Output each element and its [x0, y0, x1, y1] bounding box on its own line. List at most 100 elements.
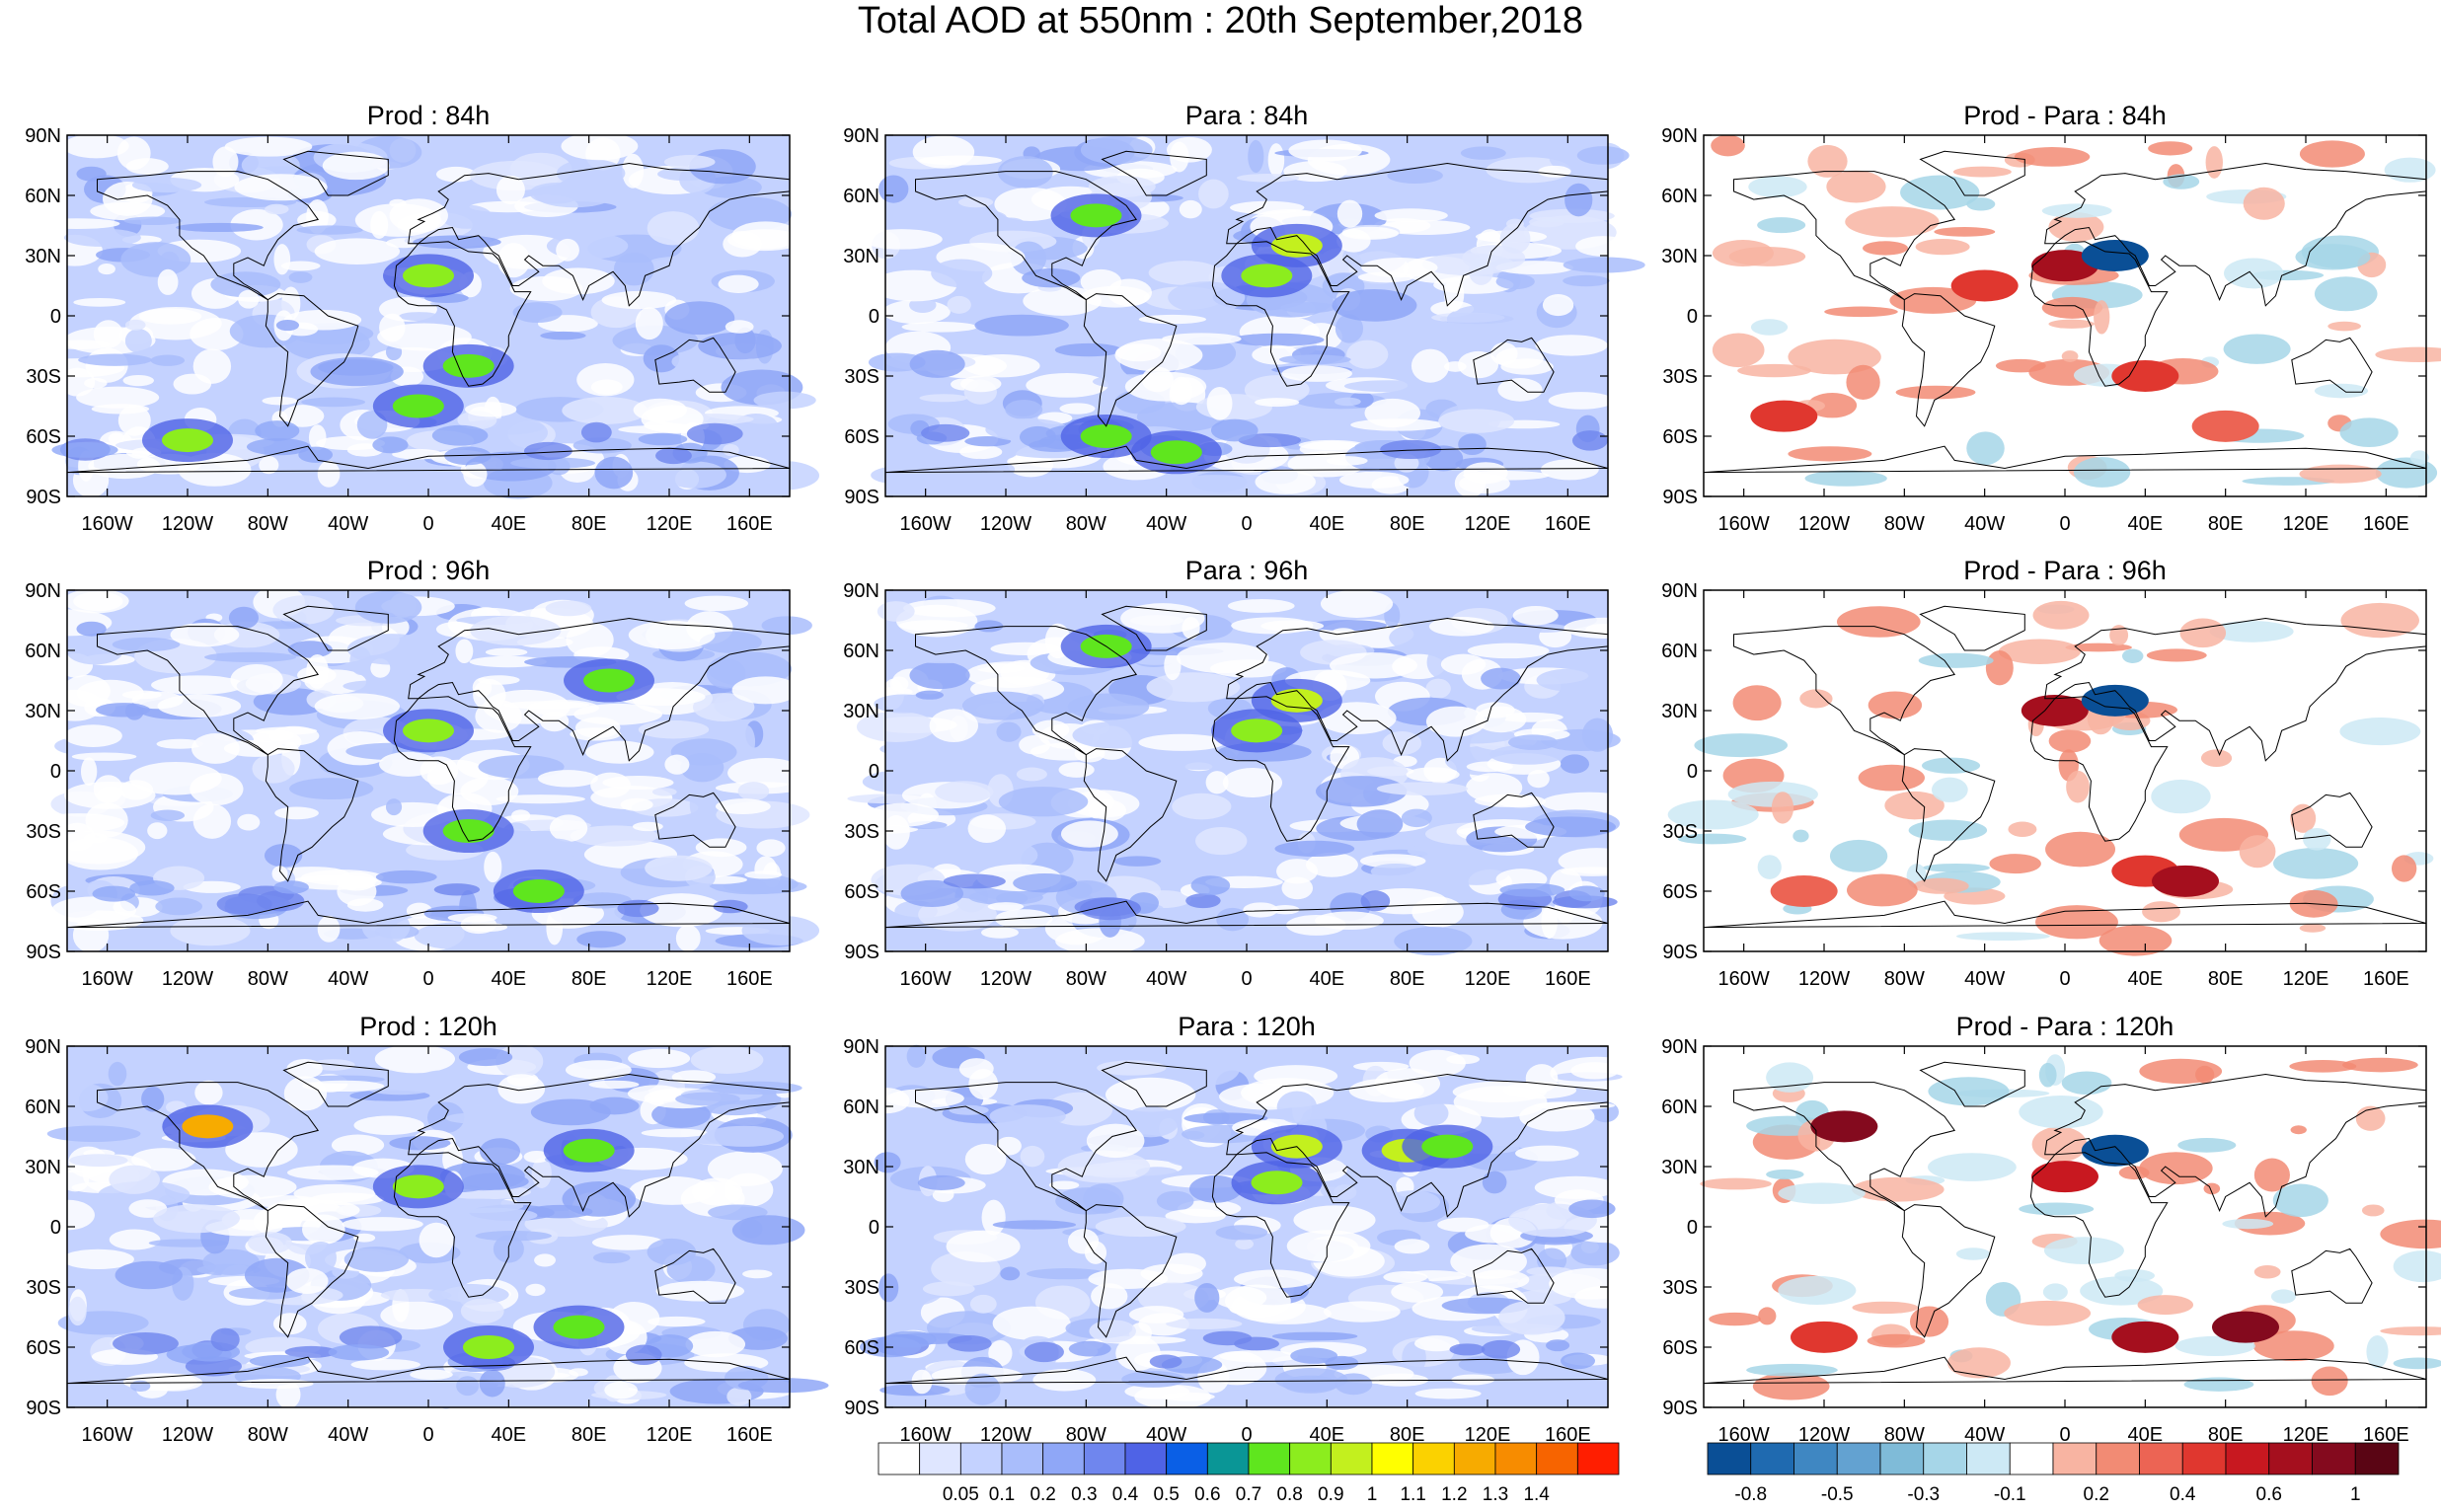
coastline	[408, 617, 791, 762]
field-cell	[1088, 176, 1156, 198]
colorbar-swatch	[1707, 1442, 1752, 1475]
y-tick-label: 90S	[844, 942, 879, 963]
colorbar-swatch	[2052, 1442, 2098, 1475]
field-cell	[287, 1165, 379, 1180]
x-tick-label: 80W	[1884, 513, 1925, 535]
coastline	[1083, 293, 1178, 427]
x-tick-label: 0	[422, 968, 433, 990]
field-cell	[1952, 166, 2012, 178]
field-cell	[192, 348, 232, 384]
field-cell	[726, 1387, 752, 1406]
colorbar-label: 0.3	[1071, 1484, 1097, 1505]
x-tick-label: 40W	[1146, 968, 1186, 990]
y-tick-label: 30S	[844, 821, 879, 843]
field-cell	[150, 809, 186, 821]
field-cell	[1346, 340, 1389, 369]
field-cell	[216, 893, 272, 915]
field-cell	[317, 460, 341, 488]
field-cell	[485, 647, 528, 657]
field-cell	[1336, 199, 1363, 228]
y-tick-label: 60N	[1661, 186, 1698, 207]
field-cell	[727, 757, 804, 789]
field-cell	[917, 1174, 965, 1190]
field-cell	[549, 814, 588, 842]
panel-title: Prod : 120h	[359, 1012, 497, 1041]
field-cell	[1515, 1145, 1579, 1162]
y-tick-label: 0	[869, 1217, 879, 1239]
field-cell	[1067, 693, 1150, 720]
field-cell	[1274, 1368, 1348, 1392]
field-cell	[113, 1331, 179, 1355]
field-cell	[458, 1048, 513, 1067]
field-cell	[497, 243, 530, 278]
field-cell	[301, 1214, 345, 1245]
x-tick-label: 160E	[726, 1424, 773, 1446]
field-cell	[531, 838, 578, 861]
x-tick-label: 40E	[2128, 513, 2164, 535]
x-tick-label: 80E	[572, 968, 607, 990]
colorbar-swatch	[2181, 1442, 2227, 1475]
y-tick-label: 60S	[1662, 881, 1698, 903]
field-cell	[1055, 1187, 1121, 1215]
x-tick-label: 120W	[980, 968, 1031, 990]
x-tick-label: 0	[1241, 513, 1252, 535]
field-cell	[1168, 281, 1246, 314]
coastline	[393, 241, 532, 387]
field-cell	[1176, 643, 1269, 674]
field-cell	[109, 1229, 161, 1250]
hotspot	[1080, 424, 1132, 448]
field-cell	[157, 268, 179, 295]
field-cell	[645, 855, 713, 881]
field-cell	[1057, 1150, 1151, 1183]
field-cell	[224, 136, 313, 157]
field-cell	[638, 432, 688, 446]
field-layer	[860, 1044, 1649, 1409]
field-cell	[633, 398, 688, 422]
field-cell	[655, 447, 692, 465]
field-cell	[666, 1255, 716, 1284]
field-cell	[1570, 1062, 1620, 1080]
colorbar-swatch	[1371, 1442, 1414, 1475]
field-cell	[346, 898, 384, 912]
colorbar-swatch	[1289, 1442, 1332, 1475]
field-cell	[170, 623, 240, 647]
field-cell	[2366, 1334, 2389, 1369]
field-cell	[879, 742, 928, 756]
y-tick-label: 60S	[844, 1337, 879, 1359]
field-cell	[2303, 827, 2331, 851]
field-cell	[1270, 904, 1300, 915]
field-cell	[723, 443, 739, 457]
field-cell	[1280, 302, 1337, 314]
colorbar-swatch	[2312, 1442, 2356, 1475]
field-cell	[93, 775, 123, 803]
field-cell	[1153, 212, 1221, 239]
field-cell	[1425, 678, 1451, 699]
field-cell	[585, 740, 654, 764]
field-cell	[272, 595, 335, 625]
field-cell	[389, 1136, 451, 1151]
coastline	[282, 1061, 389, 1107]
field-cell	[1323, 1301, 1401, 1323]
field-cell	[911, 1369, 933, 1395]
y-tick-label: 90N	[843, 125, 879, 147]
field-cell	[689, 789, 709, 821]
field-cell	[1955, 932, 2050, 942]
field-cell	[698, 332, 782, 360]
field-cell	[2239, 835, 2276, 869]
y-tick-label: 30S	[26, 1277, 61, 1299]
x-tick-label: 160W	[82, 1424, 133, 1446]
field-cell	[1062, 595, 1090, 619]
field-cell	[1748, 176, 1807, 198]
x-tick-label: 160E	[2363, 1424, 2409, 1446]
field-cell	[565, 1060, 632, 1080]
y-tick-label: 30S	[26, 366, 61, 388]
field-cell	[980, 927, 1020, 939]
field-cell	[1826, 170, 1886, 203]
x-tick-label: 120W	[162, 513, 213, 535]
field-cell	[343, 680, 408, 693]
colorbar-label: 0.1	[989, 1484, 1015, 1505]
field-cell	[1394, 1239, 1430, 1254]
coastline	[654, 792, 736, 848]
field-cell	[992, 1306, 1071, 1340]
coastline	[1733, 626, 1956, 756]
